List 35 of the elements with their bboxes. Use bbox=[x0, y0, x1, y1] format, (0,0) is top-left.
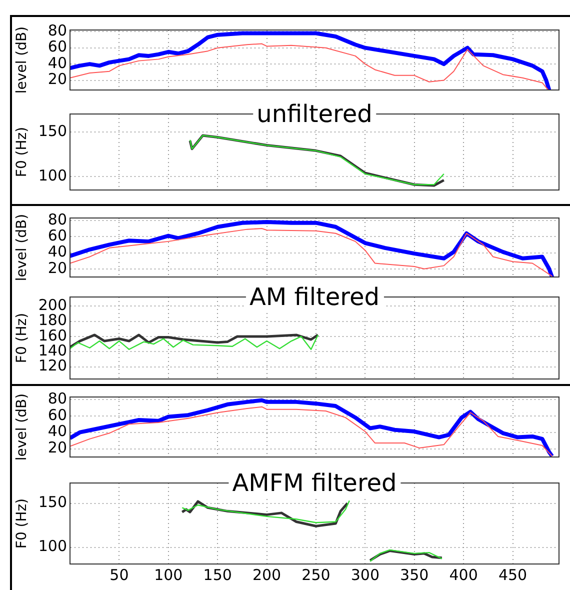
x-tick-label: 400 bbox=[449, 566, 478, 584]
y-axis-title: F0 (Hz) bbox=[14, 312, 30, 364]
x-tick-label: 150 bbox=[203, 566, 232, 584]
x-tick-label: 50 bbox=[110, 566, 129, 584]
x-tick-label: 350 bbox=[400, 566, 429, 584]
y-tick-label: 200 bbox=[38, 296, 67, 314]
y-tick-label: 80 bbox=[48, 389, 67, 408]
y-tick-label: 40 bbox=[48, 242, 67, 261]
x-tick-label: 250 bbox=[302, 566, 330, 584]
y-tick-label: 100 bbox=[38, 537, 67, 556]
y-tick-label: 60 bbox=[48, 38, 67, 56]
y-axis-title: level (dB) bbox=[14, 214, 30, 282]
y-tick-label: 40 bbox=[48, 422, 67, 440]
y-tick-label: 20 bbox=[48, 438, 67, 457]
y-axis-title: level (dB) bbox=[14, 26, 30, 94]
y-axis-title: F0 (Hz) bbox=[14, 498, 30, 549]
chart-title: AMFM filtered bbox=[228, 469, 401, 497]
y-tick-label: 20 bbox=[48, 70, 67, 88]
y-tick-label: 40 bbox=[48, 54, 67, 72]
chart-title: unfiltered bbox=[252, 100, 376, 128]
chart-title: AM filtered bbox=[245, 283, 384, 311]
y-tick-label: 150 bbox=[38, 493, 67, 512]
x-tick-label: 200 bbox=[252, 566, 282, 584]
y-tick-label: 80 bbox=[48, 210, 67, 228]
y-axis-title: F0 (Hz) bbox=[14, 126, 30, 178]
x-tick-label: 450 bbox=[498, 566, 528, 584]
y-tick-label: 80 bbox=[48, 22, 67, 40]
y-tick-label: 20 bbox=[48, 258, 67, 277]
y-tick-label: 150 bbox=[38, 122, 67, 140]
y-tick-label: 60 bbox=[48, 226, 67, 244]
y-tick-label: 60 bbox=[48, 406, 67, 424]
y-axis-title: level (dB) bbox=[14, 393, 30, 461]
x-tick-label: 300 bbox=[350, 566, 380, 584]
y-tick-label: 100 bbox=[38, 166, 67, 184]
x-tick-label: 100 bbox=[154, 566, 183, 584]
